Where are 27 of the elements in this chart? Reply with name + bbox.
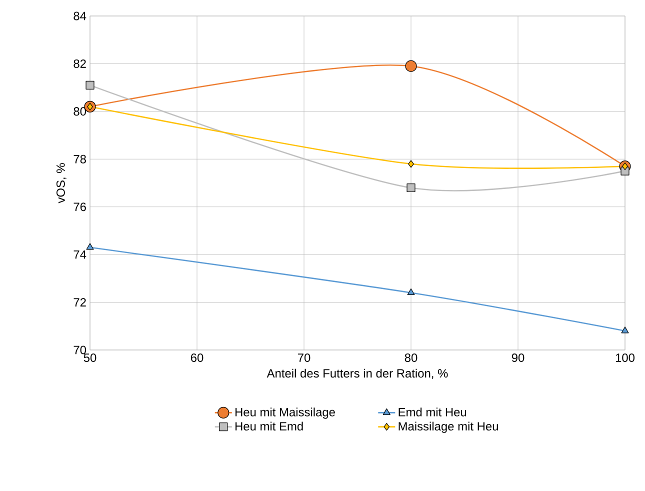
x-tick-label: 50 (84, 354, 96, 362)
point (621, 326, 629, 334)
point (408, 160, 414, 168)
y-tick-label: 76 (74, 202, 86, 212)
point (406, 183, 416, 192)
x-axis-title: Anteil des Futters in der Ration, % (266, 368, 448, 380)
y-tick-label: 74 (74, 250, 86, 259)
legend-label: Heu mit Emd (236, 422, 303, 431)
x-tick-label: 60 (190, 354, 204, 362)
y-axis-title: vOS, % (56, 163, 66, 204)
x-tick-label: 90 (512, 354, 524, 362)
y-tick-label: 70 (74, 346, 86, 354)
x-tick-label: 80 (404, 354, 418, 362)
point (86, 80, 94, 90)
x-tick-label: 70 (298, 354, 310, 362)
point (407, 288, 415, 296)
legend-label: Heu mit Maissilage (236, 408, 335, 419)
y-tick-label: 80 (74, 107, 86, 116)
legend-label: Emd mit Heu (398, 408, 466, 416)
y-tick-label: 72 (74, 298, 86, 306)
y-tick-label: 82 (74, 59, 86, 68)
y-tick-label: 84 (74, 12, 86, 20)
legend-label: Maissilage mit Heu (398, 422, 498, 433)
point (86, 243, 94, 250)
x-tick-label: 100 (616, 354, 635, 362)
point (405, 60, 417, 72)
y-tick-label: 78 (74, 154, 86, 164)
